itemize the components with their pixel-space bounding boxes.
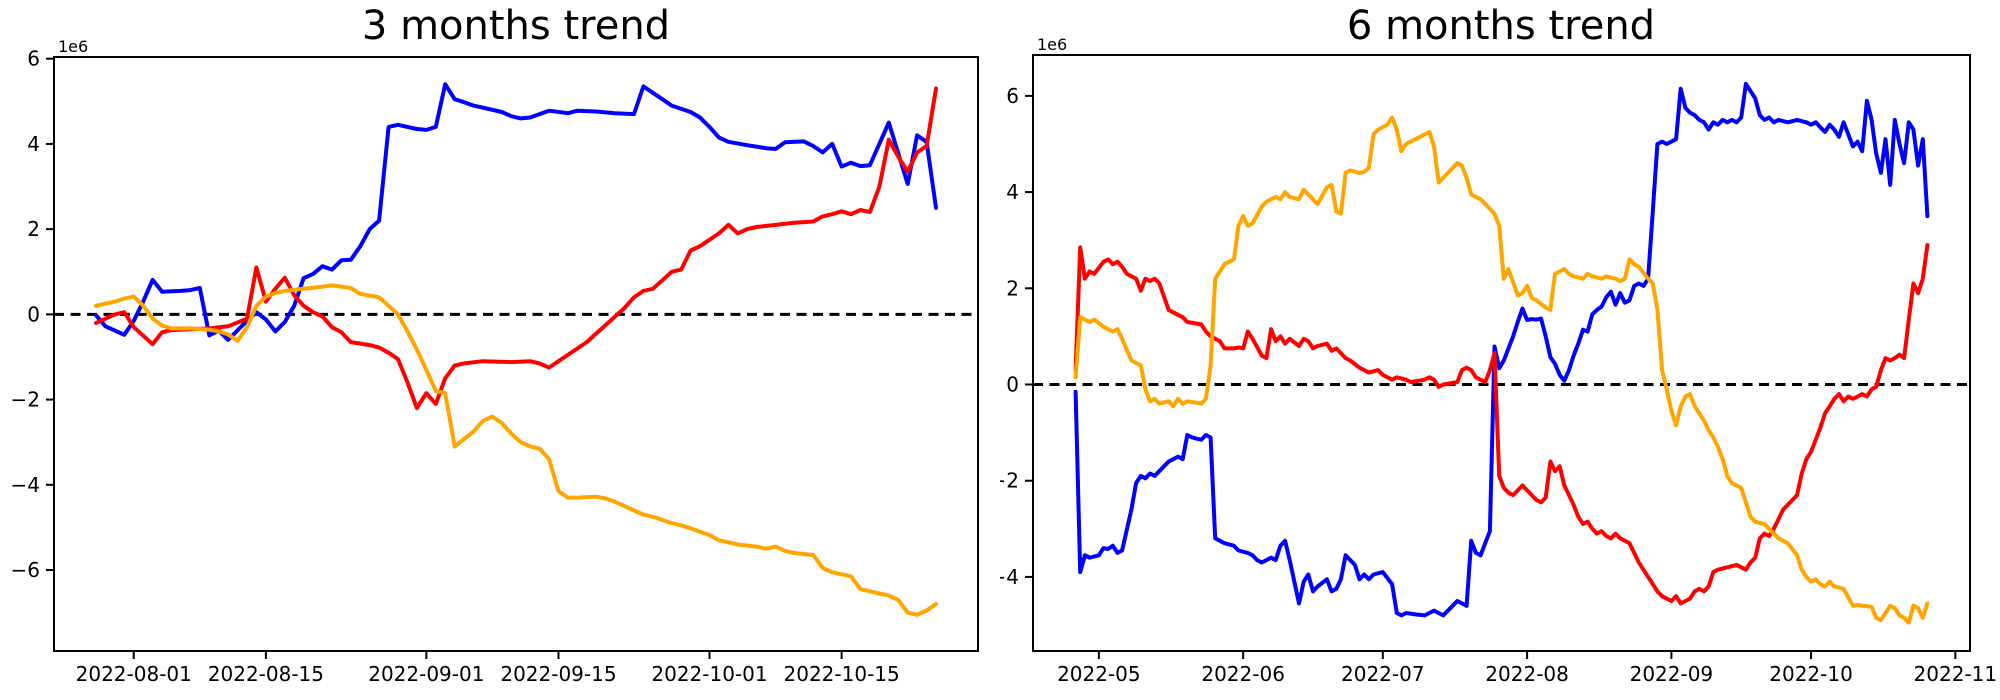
y-tick-label: 4 bbox=[1006, 180, 1019, 204]
y-tick-label: −2 bbox=[11, 388, 40, 412]
x-tick-label: 2022-09-01 bbox=[368, 662, 484, 686]
plot-spines bbox=[53, 56, 979, 652]
y-axis-offset-label: 1e6 bbox=[58, 37, 88, 56]
y-tick-label: −6 bbox=[11, 558, 40, 582]
x-tick-label: 2022-08-01 bbox=[76, 662, 192, 686]
chart-6-months-trend: 6 months trend 6 4 2 0 −2 −4 2022-05 2022-06 202… bbox=[1000, 0, 2000, 700]
y-tick-label: 6 bbox=[27, 47, 40, 71]
y-tick-label: 2 bbox=[27, 217, 40, 241]
y-tick-label: 2 bbox=[1006, 276, 1019, 300]
y-tick-label: −4 bbox=[11, 473, 40, 497]
y-tick-label: −4 bbox=[1000, 565, 1019, 589]
plot-canvas-3-months: 6 4 2 0 −2 −4 −6 2022-08-01 2022-08-15 2022-09-01… bbox=[11, 37, 979, 686]
series-orange-line bbox=[94, 283, 938, 617]
x-tick-label: 2022-10-15 bbox=[784, 662, 900, 686]
x-tick-label: 2022-08 bbox=[1485, 662, 1569, 686]
series-blue-line bbox=[94, 82, 938, 342]
x-tick-label: 2022-11 bbox=[1914, 662, 1998, 686]
x-tick-label: 2022-09-15 bbox=[500, 662, 616, 686]
series-blue-line bbox=[1073, 81, 1930, 618]
y-tick-label: −2 bbox=[1000, 469, 1019, 493]
y-axis-offset-label: 1e6 bbox=[1037, 35, 1067, 54]
y-tick-label: 0 bbox=[1006, 373, 1019, 397]
plot-canvas-6-months: 6 4 2 0 −2 −4 2022-05 2022-06 2022-07 2022-08 2022… bbox=[1000, 35, 1998, 686]
x-tick-label: 2022-05 bbox=[1057, 662, 1141, 686]
x-tick-label: 2022-10 bbox=[1769, 662, 1853, 686]
y-tick-label: 4 bbox=[27, 132, 40, 156]
x-tick-label: 2022-09 bbox=[1630, 662, 1714, 686]
chart-3-months-trend: 3 months trend 6 4 2 0 −2 −4 −6 2022-08-01 2022-… bbox=[11, 3, 979, 686]
series-orange-line bbox=[1073, 115, 1930, 625]
chart-title-3-months: 3 months trend bbox=[361, 3, 671, 49]
chart-title-6-months: 6 months trend bbox=[1346, 3, 1656, 49]
plot-spines bbox=[1032, 54, 1971, 652]
series-red-line bbox=[94, 86, 938, 411]
x-tick-label: 2022-06 bbox=[1201, 662, 1285, 686]
y-tick-label: 6 bbox=[1006, 84, 1019, 108]
x-tick-label: 2022-10-01 bbox=[651, 662, 767, 686]
x-tick-label: 2022-08-15 bbox=[208, 662, 324, 686]
x-tick-label: 2022-07 bbox=[1341, 662, 1425, 686]
y-tick-label: 0 bbox=[27, 302, 40, 326]
series-red-line bbox=[1073, 243, 1930, 606]
